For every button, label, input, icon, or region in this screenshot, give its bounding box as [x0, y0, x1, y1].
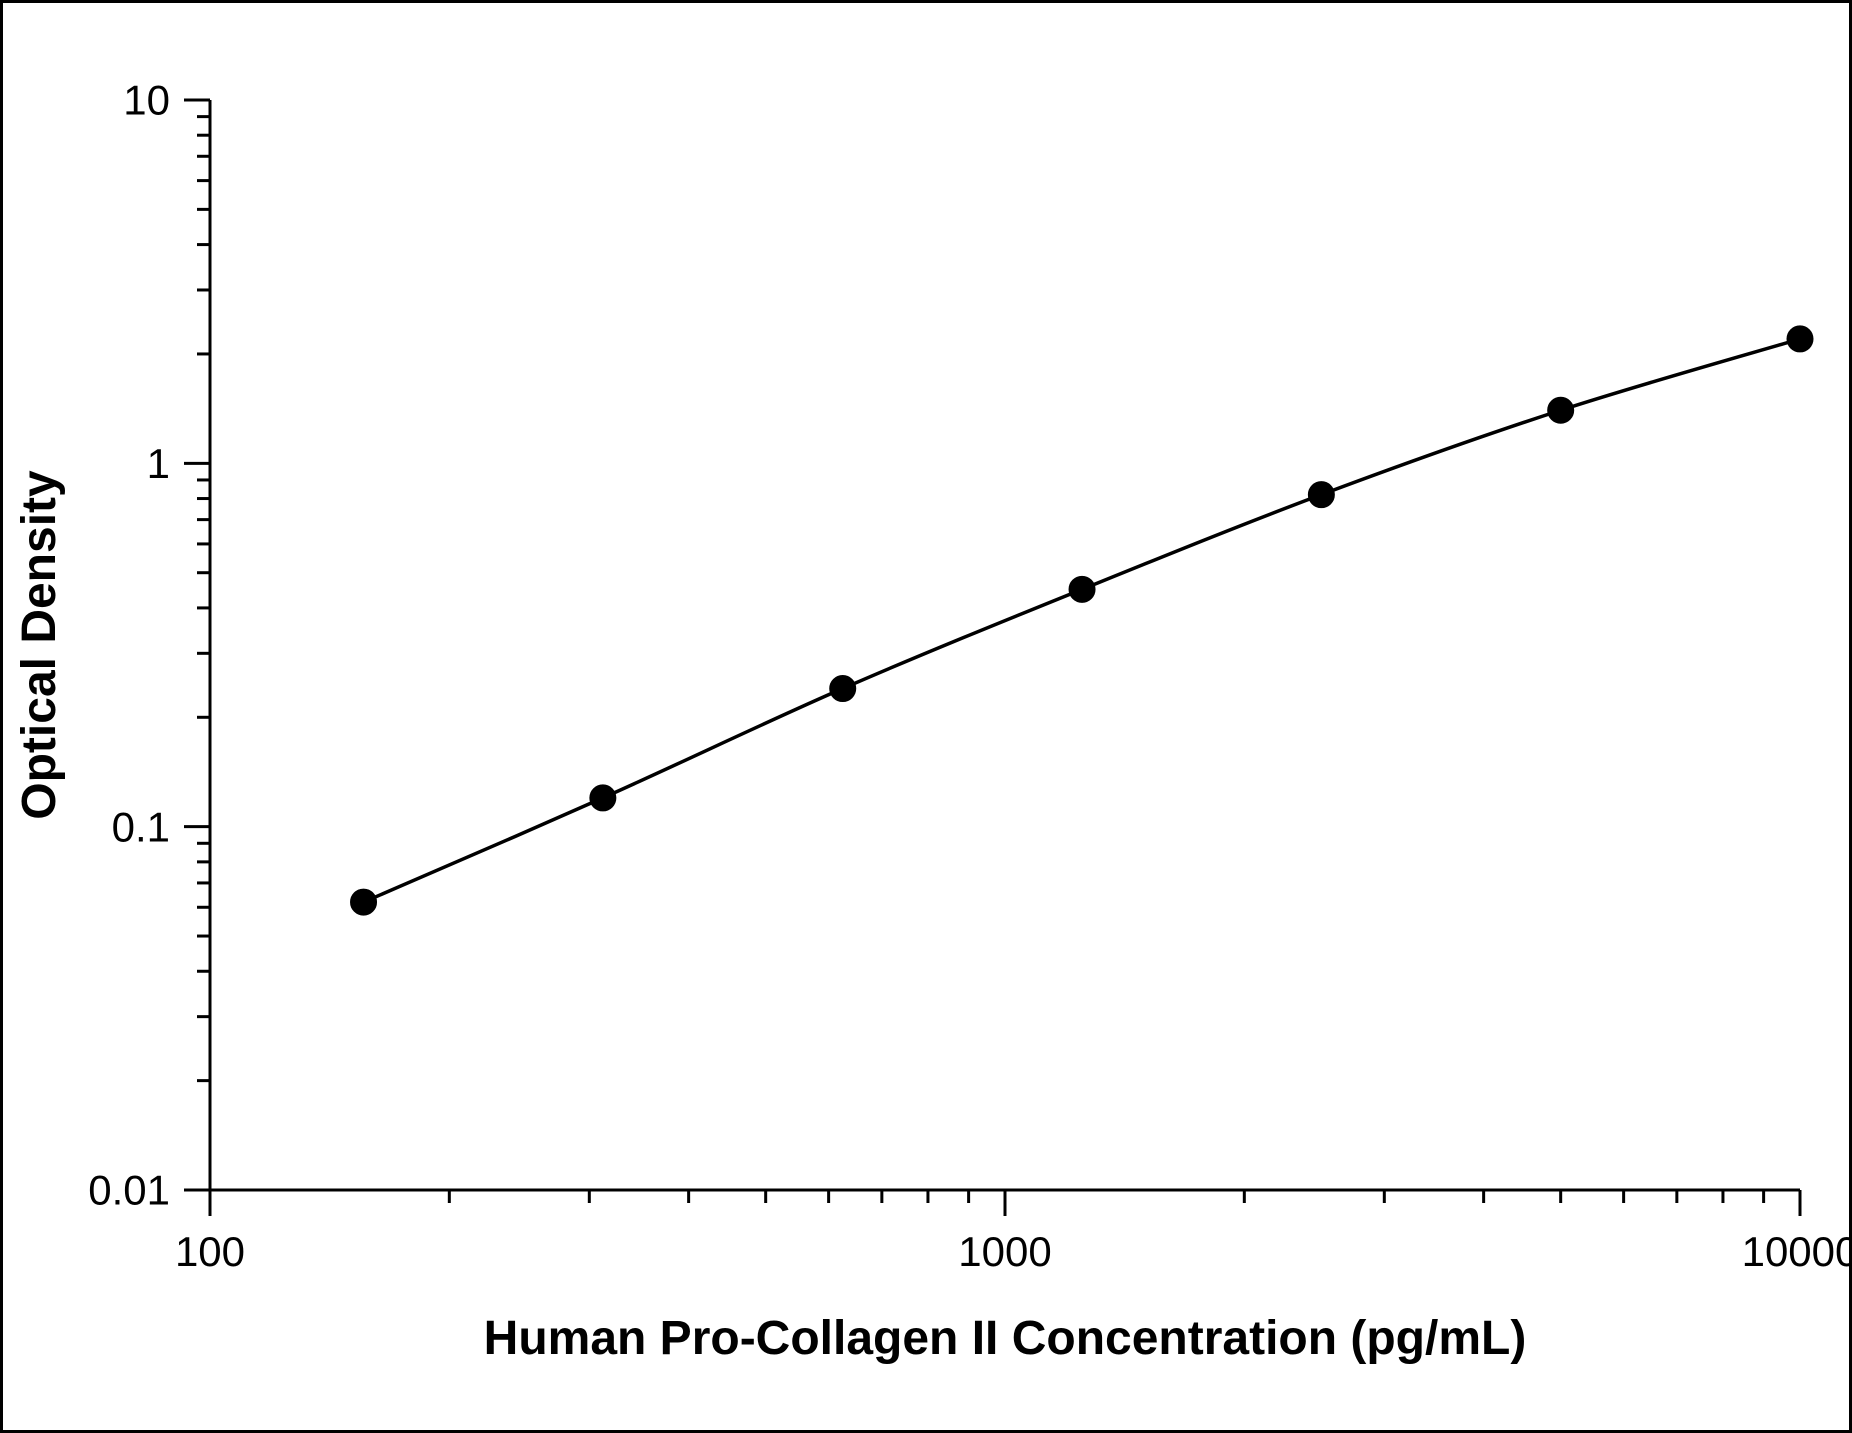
- x-axis-label: Human Pro-Collagen II Concentration (pg/…: [484, 1312, 1527, 1365]
- series-marker: [830, 676, 856, 702]
- y-tick-label: 0.01: [88, 1167, 170, 1214]
- x-tick-label: 100: [175, 1228, 245, 1275]
- series-marker: [1069, 576, 1095, 602]
- y-tick-label: 1: [147, 440, 170, 487]
- x-tick-label: 10000: [1742, 1228, 1852, 1275]
- x-tick-label: 1000: [958, 1228, 1051, 1275]
- y-axis-label: Optical Density: [13, 470, 66, 820]
- y-tick-label: 10: [123, 77, 170, 124]
- series-marker: [1787, 326, 1813, 352]
- chart-svg: 100 1000 10000 0.01 0.1 1 10 Human Pro-Collagen…: [0, 0, 1852, 1433]
- series-marker: [1308, 482, 1334, 508]
- y-tick-label: 0.1: [112, 803, 170, 850]
- series-line: [364, 339, 1800, 902]
- chart-frame: 100 1000 10000 0.01 0.1 1 10 Human Pro-Collagen…: [0, 0, 1852, 1433]
- series-marker: [1548, 397, 1574, 423]
- series-marker: [590, 785, 616, 811]
- outer-border: [2, 2, 1851, 1432]
- series-marker: [351, 889, 377, 915]
